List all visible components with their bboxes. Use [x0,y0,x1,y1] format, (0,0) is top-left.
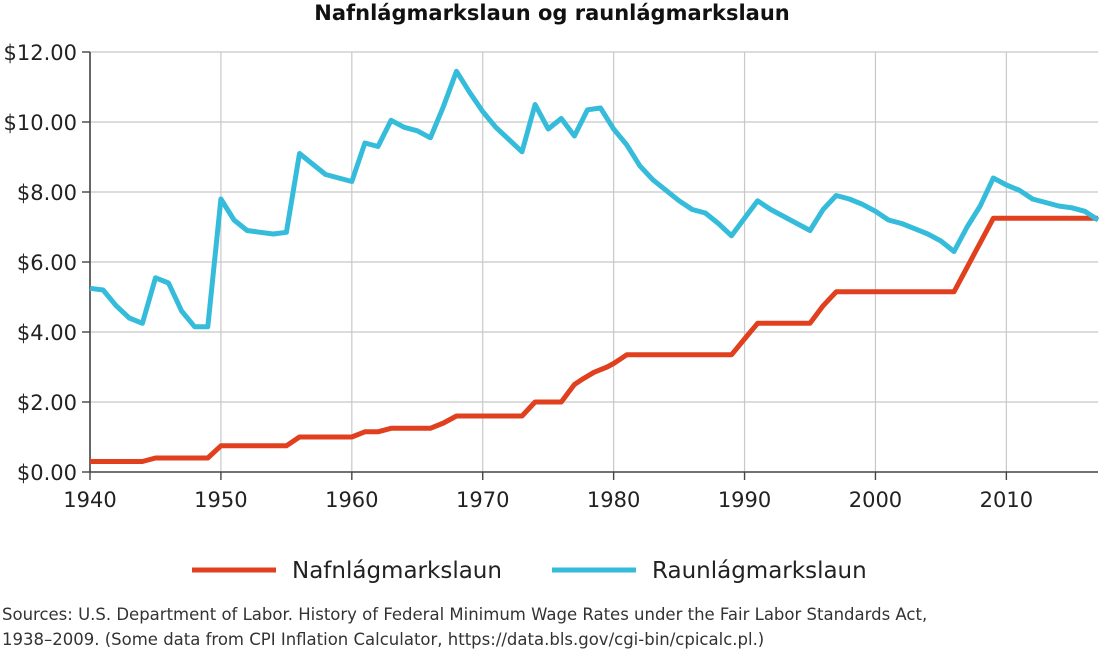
x-tick-label: 1950 [194,488,247,512]
y-tick-label: $10.00 [4,111,77,135]
series-line-2 [89,68,1100,330]
series-line-1 [90,215,1098,464]
legend-label-2: Raunlágmarkslaun [652,558,867,584]
legend-label-1: Nafnlágmarkslaun [292,558,502,584]
x-tick-label: 1960 [325,488,378,512]
x-tick-label: 2010 [980,488,1033,512]
y-tick-label: $8.00 [17,181,77,205]
x-tick-label: 1980 [587,488,640,512]
y-tick-label: $4.00 [17,321,77,345]
x-tick-label: 2000 [849,488,902,512]
axes: 1940 1950 1960 1970 1980 1990 2000 2010 $0.00 $2.… [4,41,1098,512]
y-tick-label: $12.00 [4,41,77,65]
chart-title: Nafnlágmarkslaun og raunlágmarkslaun [314,1,789,25]
x-tick-label: 1970 [456,488,509,512]
source-note: Sources: U.S. Department of Labor. Histo… [2,602,1092,652]
source-note-line-2: 1938–2009. (Some data from CPI Inflation… [2,630,765,649]
legend: Nafnlágmarkslaun Raunlágmarkslaun [192,558,867,584]
x-tick-label: 1990 [718,488,771,512]
y-tick-label: $6.00 [17,251,77,275]
series [89,68,1100,464]
y-tick-label: $2.00 [17,391,77,415]
line-chart: Nafnlágmarkslaun og raunlágmarkslaun 194… [4,1,1100,584]
x-tick-label: 1940 [63,488,116,512]
source-note-line-1: Sources: U.S. Department of Labor. Histo… [2,605,928,624]
y-tick-label: $0.00 [17,461,77,485]
grid [89,51,1098,472]
